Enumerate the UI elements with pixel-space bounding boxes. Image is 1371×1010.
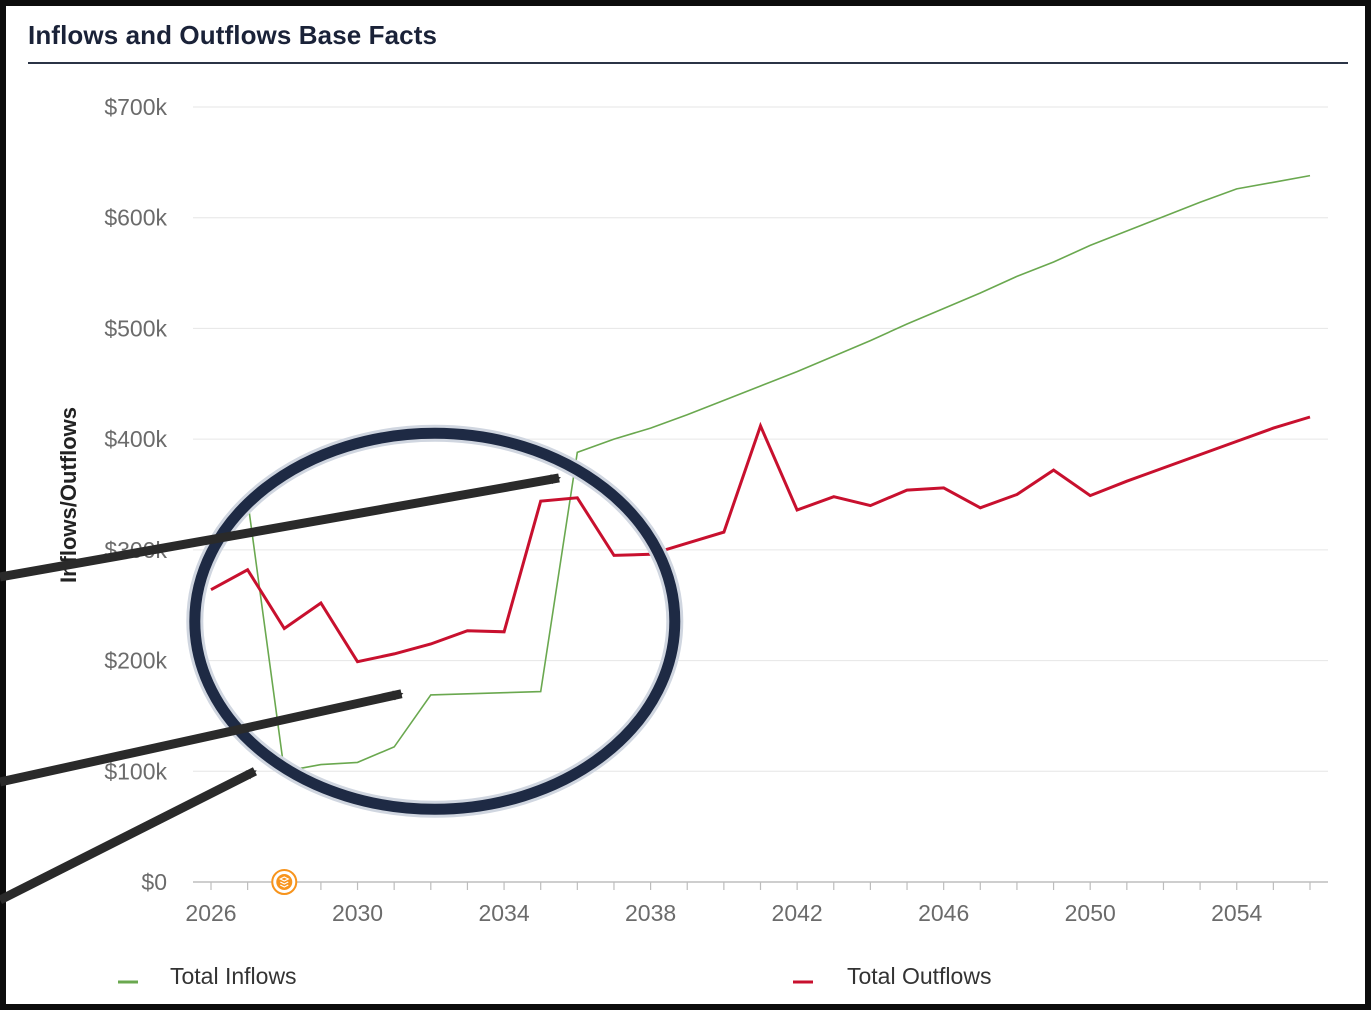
x-axis: 2026 2030 2034 2038 2042 2046 2050 2054 xyxy=(185,881,1328,926)
legend-label: Total Outflows xyxy=(847,963,991,989)
y-tick-label: $100k xyxy=(104,758,167,784)
y-tick-label: $600k xyxy=(104,205,167,231)
legend: Total Inflows Total Outflows xyxy=(118,963,991,989)
chart-title: Inflows and Outflows Base Facts xyxy=(28,20,438,50)
total-outflows-line xyxy=(210,415,1311,664)
x-tick-label: 2038 xyxy=(625,900,676,926)
stack-glyph xyxy=(278,876,290,888)
legend-item: Total Outflows xyxy=(793,963,991,989)
stack-coins-icon xyxy=(271,869,298,895)
highlight-ellipse xyxy=(189,427,681,815)
y-tick-label: $700k xyxy=(104,94,167,120)
x-tick-label: 2034 xyxy=(478,900,529,926)
y-tick-label: $0 xyxy=(141,869,167,895)
y-tick-label: $400k xyxy=(104,426,167,452)
x-tick-label: 2026 xyxy=(185,900,236,926)
annotation-arrow xyxy=(0,689,404,787)
series xyxy=(210,174,1311,773)
x-tick-label: 2042 xyxy=(772,900,823,926)
annotation-arrow xyxy=(0,473,561,582)
title-divider xyxy=(28,62,1348,64)
x-tick-label: 2050 xyxy=(1065,900,1116,926)
x-tick-label: 2030 xyxy=(332,900,383,926)
event-marker-dot xyxy=(276,874,293,890)
annotations xyxy=(0,424,684,905)
y-tick-label: $200k xyxy=(104,648,167,674)
y-axis: $0$100k$200k$300k$400k$500k$600k$700k xyxy=(104,94,167,895)
legend-label: Total Inflows xyxy=(170,963,297,989)
x-tick-label: 2046 xyxy=(918,900,969,926)
total-inflows-line xyxy=(210,174,1311,773)
gridlines xyxy=(193,106,1328,772)
y-tick-label: $500k xyxy=(104,315,167,341)
x-tick-label: 2054 xyxy=(1211,900,1262,926)
y-axis-title: Inflows/Outflows xyxy=(56,407,81,583)
annotation-arrow xyxy=(0,767,257,905)
legend-item: Total Inflows xyxy=(118,963,297,989)
